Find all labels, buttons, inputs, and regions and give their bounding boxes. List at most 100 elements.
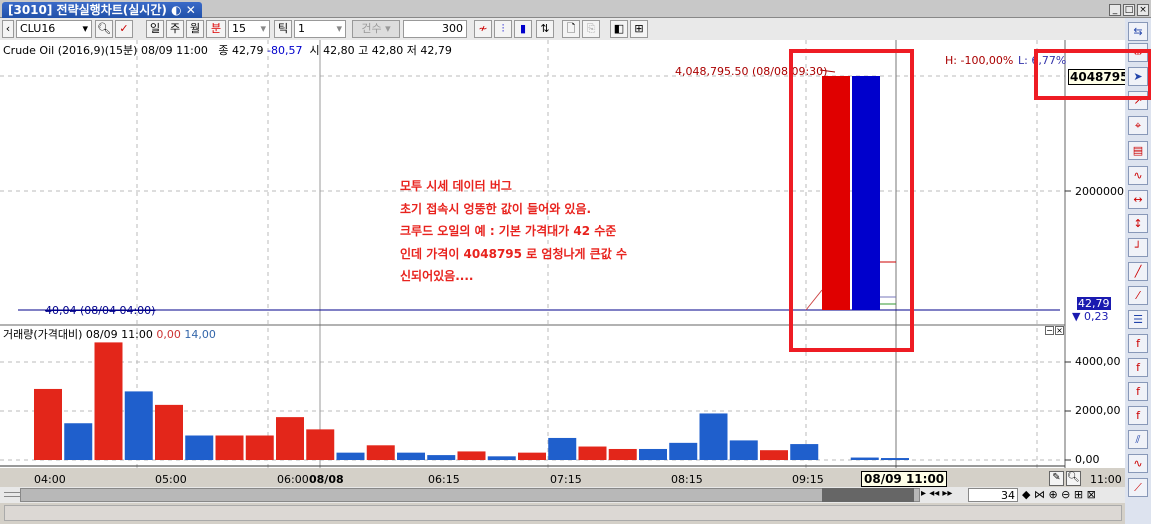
volume-bar — [669, 442, 698, 460]
cursor-x-label: 08/09 11:00 — [861, 471, 948, 487]
hl-low: L: 6,77% — [1018, 54, 1067, 67]
low-label: 저 — [406, 44, 417, 57]
tool-icon[interactable]: ⟋ — [1128, 478, 1148, 497]
high-value: 42,80 — [371, 44, 404, 57]
refresh-icon[interactable]: ⇆ — [1128, 22, 1148, 41]
scroll-nav-buttons[interactable]: ▸ ◂◂ ▸▸ — [921, 488, 953, 499]
scroll-track[interactable] — [20, 488, 920, 502]
volume-bar — [760, 450, 788, 460]
draw-icon[interactable]: ✎ — [1049, 471, 1064, 486]
bar-chart-icon[interactable]: ▮ — [514, 20, 532, 38]
export-icon[interactable]: ⎘ — [582, 20, 600, 38]
period-week-button[interactable]: 주 — [166, 20, 184, 38]
open-value: 42,80 — [323, 44, 355, 57]
candle-icon[interactable]: ⫶ — [494, 20, 512, 38]
tool-icon[interactable]: ▤ — [1128, 141, 1148, 160]
chart-type-icon[interactable]: ≁ — [474, 20, 492, 38]
fibo-arc-icon[interactable]: f — [1128, 382, 1148, 401]
symbol-info: Crude Oil (2016,9)(15분) 08/09 11:00 — [3, 44, 208, 57]
bug-annotation: 모투 시세 데이터 버그 초기 접속시 엉뚱한 값이 들어와 있음. 크루드 오… — [400, 175, 627, 288]
zoom-icon[interactable]: 🔍︎ — [1066, 471, 1081, 486]
ma-line — [805, 289, 823, 311]
volume-title: 거래량(가격대비) 08/09 11:00 — [3, 328, 153, 341]
volume-bar — [306, 429, 335, 460]
parallel-icon[interactable]: ⫽ — [1128, 430, 1148, 449]
fibo-fan-icon[interactable]: f — [1128, 358, 1148, 377]
close-button[interactable]: × — [1137, 4, 1149, 16]
count-input[interactable]: 300 — [403, 20, 467, 38]
pane-minimize-button[interactable]: − — [1045, 326, 1054, 335]
open-label: 시 — [309, 44, 320, 57]
trend-icon[interactable]: ∿ — [1128, 166, 1148, 185]
minute-value: 15 — [232, 22, 246, 35]
chevron-down-icon: ▾ — [260, 22, 266, 35]
chart-scrollbar[interactable]: ▸ ◂◂ ▸▸ 34 ◆ ⋈ ⊕ ⊖ ⊞ ⊠ — [0, 487, 1125, 503]
last-change: ▼ 0,23 — [1072, 310, 1109, 323]
fibonacci-icon[interactable]: f — [1128, 334, 1148, 353]
cursor-icon[interactable]: ➤ — [1128, 67, 1148, 86]
visible-count-input[interactable]: 34 — [968, 488, 1018, 502]
x-label-date: 08/08 — [309, 473, 344, 486]
minute-select[interactable]: 15 ▾ — [228, 20, 270, 38]
price-candle-down — [852, 76, 880, 310]
volume-y-label: 4000,00 — [1075, 355, 1121, 368]
highlight-box-candles — [789, 49, 914, 352]
high-label: 고 — [358, 44, 369, 57]
price-candle-up — [822, 76, 850, 310]
horizontal-line-icon[interactable]: ↔ — [1128, 190, 1148, 209]
volume-value-2: 14,00 — [184, 328, 216, 341]
channel-icon[interactable]: ☰ — [1128, 310, 1148, 329]
current-price-box: 4048795 — [1068, 69, 1131, 85]
split-icon[interactable]: ◧ — [610, 20, 628, 38]
tick-select[interactable]: 1 ▾ — [294, 20, 346, 38]
window-tab[interactable]: [3010] 전략실행차트(실시간) ◐ ✕ — [2, 2, 202, 19]
period-month-button[interactable]: 월 — [186, 20, 204, 38]
x-label: 05:00 — [155, 473, 187, 486]
change-value: -80,57 — [266, 44, 303, 57]
scroll-left-button[interactable]: ‹ — [2, 20, 14, 38]
volume-bar — [457, 451, 486, 460]
volume-bar — [699, 413, 728, 460]
volume-bar — [578, 446, 607, 460]
volume-y-label: 0,00 — [1075, 453, 1100, 466]
tick-button[interactable]: 틱 — [274, 20, 292, 38]
trendline-icon[interactable]: ╱ — [1128, 262, 1148, 281]
pane-close-button[interactable]: × — [1055, 326, 1064, 335]
document-icon[interactable]: 🗋 — [562, 20, 580, 38]
link-icon[interactable]: ◐ — [171, 3, 182, 17]
drag-handle[interactable] — [4, 492, 34, 497]
x-label: 06:00 — [277, 473, 309, 486]
x-label: 09:15 — [792, 473, 824, 486]
volume-bar — [34, 388, 62, 460]
grid-icon[interactable]: ⊞ — [630, 20, 648, 38]
close-tab-icon[interactable]: ✕ — [185, 3, 196, 17]
sort-icon[interactable]: ⇅ — [536, 20, 554, 38]
period-minute-button[interactable]: 분 — [206, 20, 226, 38]
vertical-line-icon[interactable]: ↕ — [1128, 214, 1148, 233]
cross-line-icon[interactable]: ┘ — [1128, 238, 1148, 257]
favorite-icon[interactable]: ✓ — [115, 20, 133, 38]
window-titlebar: [3010] 전략실행차트(실시간) ◐ ✕ _ □ × — [0, 0, 1151, 19]
volume-bar — [155, 404, 183, 460]
count-select[interactable]: 건수 ▾ — [352, 20, 400, 38]
symbol-select[interactable]: CLU16 ▾ — [16, 20, 92, 38]
minimize-button[interactable]: _ — [1109, 4, 1121, 16]
chart-area[interactable] — [0, 40, 1125, 468]
zoom-controls[interactable]: ◆ ⋈ ⊕ ⊖ ⊞ ⊠ — [1022, 488, 1096, 501]
volume-bar — [94, 342, 123, 460]
volume-info: 거래량(가격대비) 08/09 11:00 0,00 14,00 — [3, 326, 216, 342]
volume-bar — [548, 437, 577, 460]
volume-bar — [366, 445, 395, 460]
annotation-line: 신되어있음.... — [400, 269, 474, 283]
status-bar — [4, 505, 1122, 521]
tool-icon[interactable]: ↗ — [1128, 91, 1148, 110]
angle-line-icon[interactable]: ⁄ — [1128, 286, 1148, 305]
scroll-thumb[interactable] — [822, 488, 914, 502]
period-day-button[interactable]: 일 — [146, 20, 164, 38]
tool-icon[interactable]: ⌖ — [1128, 116, 1148, 135]
elliott-icon[interactable]: ∿ — [1128, 454, 1148, 473]
search-icon[interactable]: 🔍︎ — [95, 20, 113, 38]
fibo-retrace-icon[interactable]: f — [1128, 406, 1148, 425]
maximize-button[interactable]: □ — [1123, 4, 1135, 16]
tick-value: 1 — [298, 22, 305, 35]
